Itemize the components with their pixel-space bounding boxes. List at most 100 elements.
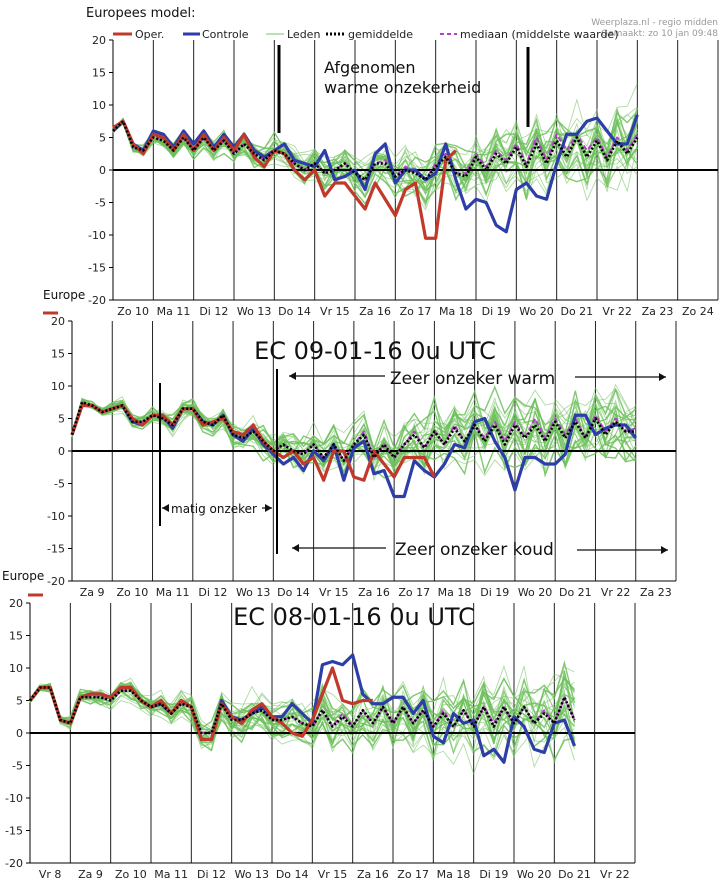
x-tick-label: Do 21 [560,305,593,318]
y-tick-label: -15 [47,543,65,556]
y-tick-label: -20 [88,294,106,307]
y-tick-label: -5 [12,760,23,773]
y-tick-label: 5 [16,695,23,708]
controle-line [111,114,639,234]
x-tick-label: Do 14 [276,868,309,881]
y-tick-label: -15 [5,825,23,838]
legend: Oper. Controle Leden gemiddelde mediaan … [113,28,618,41]
leden-line [112,122,638,199]
oper-line [112,119,457,240]
x-tick-label: Ma 18 [437,868,471,881]
x-tick-label: Za 23 [640,586,672,599]
annotation-warme-onzekerheid: warme onzekerheid [324,78,481,97]
x-tick-label: Zo 17 [400,305,432,318]
gemiddelde-line [70,400,636,463]
x-tick-label: Do 14 [277,586,310,599]
leden-line [29,675,575,753]
x-tick-label: Do 21 [558,868,591,881]
x-tick-label: Vr 15 [319,586,349,599]
gemiddelde-line [112,119,639,182]
annotation-afgenomen: Afgenomen [324,58,416,77]
x-tick-label: Di 12 [199,305,228,318]
y-tick-label: -15 [88,262,106,275]
x-tick-label: Vr 22 [602,305,632,318]
panel-1: 20 15 10 5 0 -5 -10 -15 -20 Zo 10 Ma 11 Di 12 Wo 13 D… [88,34,719,318]
y-tick-label: 20 [9,597,23,610]
x-tick-label: Wo 13 [237,305,271,318]
panel-3: 20 15 10 5 0 -5 -10 -15 -20 Vr 8 Za 9 Zo 10 Ma 11 Di … [0,597,639,889]
annotation-zeer-onzeker-warm: Zeer onzeker warm [390,369,555,389]
y-tick-label: 0 [16,727,23,740]
y-tick-label: -5 [95,197,106,210]
x-tick-label: Zo 17 [398,586,430,599]
y-tick-label: 20 [51,315,65,328]
legend-mediaan-label: mediaan (middelste waarde) [460,28,618,41]
y-tick-label: 15 [9,630,23,643]
panel-3-label: Europe [2,569,44,583]
x-tick-label: Za 16 [359,305,391,318]
leden-line [29,675,575,742]
arrow-head [162,504,169,512]
x-tick-label: Za 9 [80,586,105,599]
y-tick-label: 0 [58,445,65,458]
x-tick-label: Ma 18 [439,305,473,318]
y-tick-label: 20 [92,34,106,47]
x-tick-label: Wo 13 [235,868,269,881]
annotation-matig-onzeker: matig onzeker [171,502,257,516]
y-tick-label: 5 [58,413,65,426]
y-tick-label: -20 [5,857,23,870]
x-tick-label: Vr 22 [600,868,630,881]
panel-2: 20 15 10 5 0 -5 -10 -15 -20 Za 9 Zo 10 Ma 11 Di 12 Wo… [28,315,680,607]
y-tick-label: 0 [99,164,106,177]
leden-line [71,389,637,471]
arrow-head [289,372,296,380]
y-tick-label: -5 [54,478,65,491]
generated-text: Gemaakt: zo 10 jan 09:48 [601,29,718,39]
x-tick-label: Wo 20 [519,305,553,318]
page-title: Europees model: [86,6,195,21]
legend-leden-label: Leden [287,28,320,41]
y-tick-label: -10 [88,229,106,242]
x-tick-label: Zo 10 [117,586,149,599]
x-tick-label: Di 12 [198,586,227,599]
x-tick-label: Di 12 [197,868,226,881]
mediaan-line [71,401,637,462]
x-tick-label: Vr 15 [318,868,348,881]
arrow-head [659,373,666,381]
legend-gemiddelde-label: gemiddelde [348,28,413,41]
arrow-head [661,546,668,554]
y-tick-label: 10 [51,380,65,393]
x-tick-label: Ma 11 [154,868,188,881]
arrow-head [292,544,299,552]
y-tick-label: 10 [92,99,106,112]
x-tick-label: Di 19 [482,305,511,318]
annotation-zeer-onzeker-koud: Zeer onzeker koud [395,540,554,560]
x-tick-label: Di 19 [480,586,509,599]
x-tick-label: Za 16 [358,586,390,599]
y-tick-label: 15 [92,67,106,80]
gemiddelde-line [28,686,576,735]
x-tick-label: Wo 20 [517,868,551,881]
x-tick-label: Do 21 [559,586,592,599]
x-tick-label: Vr 22 [601,586,631,599]
legend-oper-label: Oper. [135,28,164,41]
y-tick-label: -10 [5,792,23,805]
y-tick-label: 10 [9,662,23,675]
x-tick-label: Zo 24 [682,305,714,318]
y-tick-label: 5 [99,132,106,145]
panel-2-title: EC 09-01-16 0u UTC [254,337,496,365]
oper-line [70,403,436,482]
credit-text: Weerplaza.nl - regio midden [591,18,718,28]
x-tick-label: Ma 11 [156,586,190,599]
x-tick-label: Zo 10 [117,305,149,318]
x-tick-label: Di 19 [479,868,508,881]
panel-background [0,603,639,889]
panel-3-title: EC 08-01-16 0u UTC [233,603,475,631]
x-tick-label: Wo 13 [236,586,270,599]
x-tick-label: Zo 17 [397,868,429,881]
x-tick-label: Za 9 [78,868,103,881]
oper-line [28,666,373,742]
y-tick-label: 15 [51,348,65,361]
x-tick-label: Zo 10 [115,868,147,881]
